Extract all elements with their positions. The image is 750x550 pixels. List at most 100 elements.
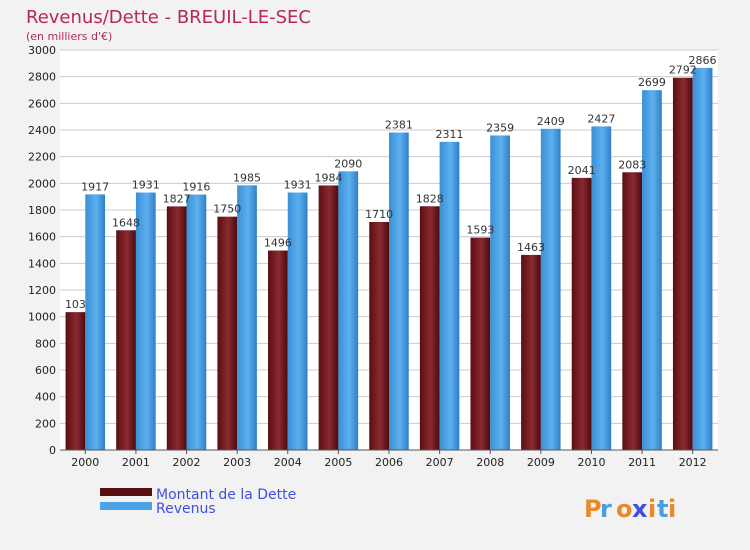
x-tick-label: 2007 — [426, 456, 454, 469]
y-tick-label: 2800 — [28, 71, 56, 84]
bar-revenus-2005 — [338, 171, 359, 451]
data-label-dette-2010: 2041 — [568, 164, 596, 177]
y-tick-label: 200 — [35, 417, 56, 430]
bar-dette-2010 — [571, 177, 592, 450]
bar-revenus-2012 — [692, 67, 713, 450]
data-label-dette-2004: 1496 — [264, 237, 292, 250]
y-tick-label: 1200 — [28, 284, 56, 297]
x-tick-label: 2009 — [527, 456, 555, 469]
bar-dette-2001 — [116, 230, 136, 450]
data-label-revenus-2009: 2409 — [537, 115, 565, 128]
data-label-dette-2011: 2083 — [618, 158, 646, 171]
x-axis-ticks: 2000 2001 2002 2003 2004 2005 2006 2007 2008 2009… — [60, 449, 718, 469]
data-label-dette-2005: 1984 — [315, 171, 343, 184]
y-tick-label: 1400 — [28, 257, 56, 270]
legend-swatch-dette — [100, 488, 152, 496]
data-labels: 1031917164819311827191617501985149619311… — [65, 54, 717, 311]
bar-dette-2007 — [419, 206, 440, 450]
legend: Montant de la Dette Revenus — [100, 487, 296, 517]
data-label-revenus-2006: 2381 — [385, 119, 413, 132]
x-tick-label: 2003 — [223, 456, 251, 469]
logo-letter: x — [632, 495, 648, 523]
bar-revenus-2002 — [186, 194, 207, 450]
y-tick-label: 1800 — [28, 204, 56, 217]
bar-dette-2000 — [65, 312, 86, 450]
chart-title: Revenus/Dette - BREUIL-LE-SEC — [26, 7, 311, 28]
bar-dette-2003 — [217, 216, 238, 450]
x-tick-label: 2000 — [71, 456, 99, 469]
bar-revenus-2010 — [591, 126, 612, 451]
logo-letter: P — [584, 495, 602, 523]
data-label-revenus-2008: 2359 — [486, 121, 514, 134]
y-axis-ticks: 0 200 400 600 800 1000 1200 1400 1600 1800 2000 220… — [28, 44, 56, 457]
bar-dette-2002 — [166, 206, 187, 450]
y-tick-label: 1600 — [28, 231, 56, 244]
data-label-dette-2012: 2792 — [669, 64, 697, 77]
bar-dette-2004 — [268, 250, 288, 450]
y-tick-label: 2200 — [28, 151, 56, 164]
y-tick-label: 800 — [35, 337, 56, 350]
data-label-dette-2009: 1463 — [517, 241, 545, 254]
data-label-dette-2008: 1593 — [466, 224, 494, 237]
data-label-revenus-2004: 1931 — [284, 179, 312, 192]
legend-label-revenus: Revenus — [156, 501, 216, 517]
y-tick-label: 2400 — [28, 124, 56, 137]
logo-letter: i — [648, 495, 656, 523]
chart-subtitle: (en milliers d'€) — [26, 30, 112, 43]
y-tick-label: 2600 — [28, 97, 56, 110]
data-label-revenus-2002: 1916 — [182, 181, 210, 194]
data-label-dette-2001: 1648 — [112, 216, 140, 229]
bar-dette-2005 — [318, 185, 339, 450]
x-tick-label: 2006 — [375, 456, 403, 469]
data-label-revenus-2000: 1917 — [81, 180, 109, 193]
data-label-dette-2006: 1710 — [365, 208, 393, 221]
logo-letter: o — [616, 495, 633, 523]
data-label-revenus-2007: 2311 — [435, 128, 463, 141]
x-tick-label: 2001 — [122, 456, 150, 469]
logo-letter: r — [600, 495, 612, 523]
bar-revenus-2003 — [237, 185, 257, 451]
data-label-dette-2007: 1828 — [416, 192, 444, 205]
x-tick-label: 2011 — [628, 456, 656, 469]
data-label-revenus-2010: 2427 — [587, 112, 615, 125]
logo-letter: t — [657, 495, 668, 523]
data-label-dette-2002: 1827 — [163, 192, 191, 205]
data-label-dette-2000: 103 — [65, 298, 86, 311]
bar-revenus-2008 — [490, 135, 510, 450]
bar-dette-2012 — [672, 77, 693, 450]
bar-revenus-2000 — [85, 194, 106, 450]
bar-dette-2006 — [369, 222, 389, 450]
y-tick-label: 1000 — [28, 311, 56, 324]
data-label-revenus-2012: 2866 — [689, 54, 717, 67]
y-tick-label: 3000 — [28, 44, 56, 57]
bars — [65, 67, 713, 451]
x-tick-label: 2002 — [173, 456, 201, 469]
x-tick-label: 2005 — [324, 456, 352, 469]
proxiti-logo: Pr o x i t i — [584, 495, 676, 523]
y-tick-label: 0 — [49, 444, 56, 457]
x-tick-label: 2010 — [577, 456, 605, 469]
bar-dette-2009 — [521, 254, 541, 450]
x-tick-label: 2008 — [476, 456, 504, 469]
data-label-revenus-2001: 1931 — [132, 179, 160, 192]
bar-revenus-2004 — [287, 192, 308, 451]
bar-revenus-2001 — [135, 192, 156, 451]
bar-revenus-2009 — [540, 128, 561, 451]
data-label-revenus-2011: 2699 — [638, 76, 666, 89]
x-tick-label: 2004 — [274, 456, 302, 469]
data-label-revenus-2005: 2090 — [334, 157, 362, 170]
y-tick-label: 2000 — [28, 177, 56, 190]
bar-revenus-2006 — [389, 132, 409, 451]
bar-revenus-2007 — [439, 141, 460, 450]
data-label-dette-2003: 1750 — [213, 203, 241, 216]
x-tick-label: 2012 — [679, 456, 707, 469]
bar-dette-2011 — [622, 172, 643, 450]
y-tick-label: 600 — [35, 364, 56, 377]
bar-revenus-2011 — [642, 90, 662, 450]
data-label-revenus-2003: 1985 — [233, 171, 261, 184]
y-tick-label: 400 — [35, 391, 56, 404]
logo-letter: i — [668, 495, 676, 523]
legend-label-dette: Montant de la Dette — [156, 487, 296, 503]
